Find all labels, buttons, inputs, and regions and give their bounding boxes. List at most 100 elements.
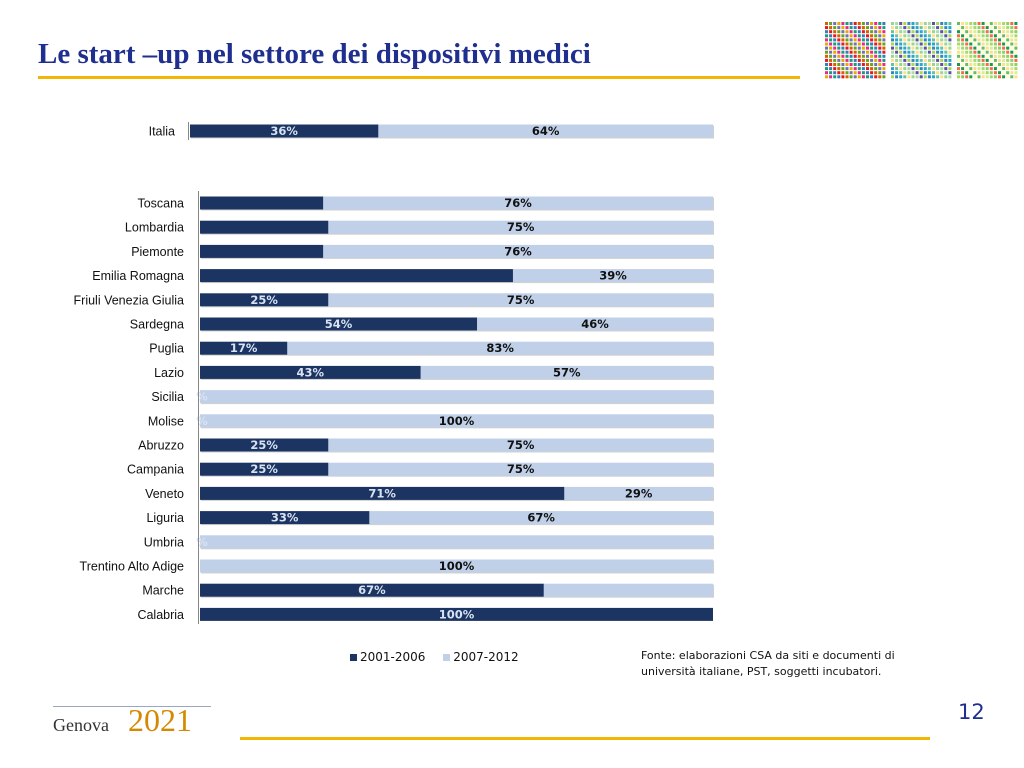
mosaic-dot <box>965 22 969 25</box>
mosaic-dot <box>981 30 985 34</box>
mosaic-dot <box>899 67 903 71</box>
mosaic-dot <box>927 30 931 34</box>
mosaic-dot <box>927 71 931 75</box>
mosaic-dot <box>874 46 878 50</box>
mosaic-dot <box>891 22 894 25</box>
mosaic-dot <box>923 58 927 62</box>
mosaic-dot <box>882 34 886 38</box>
mosaic-dot <box>927 46 931 50</box>
mosaic-dot <box>907 38 911 42</box>
mosaic-dot <box>899 30 903 34</box>
mosaic-dot <box>829 34 833 38</box>
mosaic-dot <box>882 54 886 58</box>
bar-2001-2006-puglia <box>200 341 288 355</box>
mosaic-dot <box>989 54 993 58</box>
mosaic-dot <box>915 58 919 62</box>
mosaic-dot <box>861 58 865 62</box>
mosaic-dot <box>1002 50 1006 54</box>
bar-2007-2012-toscana <box>323 196 713 210</box>
mosaic-dot <box>841 71 845 75</box>
mosaic-dot <box>849 22 853 25</box>
mosaic-dot <box>985 54 989 58</box>
mosaic-dot <box>861 67 865 71</box>
mosaic-dot <box>866 38 869 42</box>
mosaic-dot <box>866 63 869 66</box>
mosaic-dot <box>903 30 907 34</box>
mosaic-dot <box>1006 71 1010 75</box>
mosaic-dot <box>882 58 886 62</box>
mosaic-dot <box>907 75 911 79</box>
mosaic-dot <box>923 75 927 79</box>
mosaic-dot <box>899 71 903 75</box>
mosaic-dot <box>903 54 907 58</box>
value-label-2007-2012-veneto: 29% <box>625 486 653 500</box>
mosaic-dot <box>1014 75 1018 79</box>
mosaic-dot <box>948 38 952 42</box>
mosaic-dot <box>977 54 981 58</box>
bar-2001-2006-lazio <box>200 365 421 379</box>
mosaic-dot <box>1006 38 1010 42</box>
mosaic-dot <box>845 63 849 66</box>
mosaic-dot <box>878 58 882 62</box>
mosaic-dot <box>919 22 923 25</box>
mosaic-dot <box>998 38 1001 42</box>
mosaic-dot <box>870 22 874 25</box>
mosaic-dot <box>849 46 853 50</box>
bar-2001-2006-emilia-romagna <box>200 269 513 283</box>
mosaic-dot <box>989 30 993 34</box>
mosaic-dot <box>911 54 915 58</box>
mosaic-dot <box>833 46 837 50</box>
mosaic-dot <box>882 26 886 30</box>
mosaic-dot <box>911 75 915 79</box>
mosaic-dot <box>874 63 878 66</box>
mosaic-dot <box>940 30 944 34</box>
mosaic-dot <box>841 38 845 42</box>
mosaic-dot <box>923 30 927 34</box>
mosaic-dot <box>948 34 952 38</box>
category-label-marche: Marche <box>142 584 184 598</box>
mosaic-dot <box>989 67 993 71</box>
mosaic-dot <box>833 26 837 30</box>
mosaic-dot <box>944 26 948 30</box>
mosaic-dot <box>907 34 911 38</box>
mosaic-dot <box>932 75 935 79</box>
mosaic-dot <box>845 54 849 58</box>
mosaic-dot <box>891 46 894 50</box>
mosaic-dot <box>841 30 845 34</box>
legend-item-2007: 2007-2012 <box>443 650 519 664</box>
mosaic-dot <box>829 26 833 30</box>
mosaic-dot <box>903 26 907 30</box>
mosaic-dot <box>853 58 857 62</box>
mosaic-dot <box>973 71 977 75</box>
mosaic-dot <box>907 71 911 75</box>
mosaic-dot <box>989 75 993 79</box>
value-label-2001-2006-sardegna: 54% <box>325 317 353 331</box>
mosaic-dot <box>895 63 899 66</box>
mosaic-dot <box>874 38 878 42</box>
mosaic-dot <box>1014 26 1018 30</box>
mosaic-dot <box>841 22 845 25</box>
mosaic-dot <box>973 42 977 46</box>
mosaic-dot <box>891 34 894 38</box>
bar-2007-2012-lazio <box>420 365 713 379</box>
mosaic-dot <box>940 42 944 46</box>
mosaic-dot <box>936 75 940 79</box>
mosaic-dot <box>825 42 828 46</box>
mosaic-dot <box>940 22 944 25</box>
value-label-2007-2012-abruzzo: 75% <box>507 438 535 452</box>
mosaic-dot <box>940 63 944 66</box>
mosaic-dot <box>829 54 833 58</box>
mosaic-dot <box>857 67 861 71</box>
legend-label-2001: 2001-2006 <box>360 650 426 664</box>
mosaic-dot <box>849 38 853 42</box>
value-label-2007-2012-friuli-venezia-giulia: 75% <box>507 293 535 307</box>
value-label-2001-2006-friuli-venezia-giulia: 25% <box>250 293 278 307</box>
mosaic-dot <box>981 63 985 66</box>
mosaic-dot <box>874 34 878 38</box>
legend-swatch-2001 <box>350 654 357 661</box>
value-label-2007-2012-lazio: 57% <box>553 365 581 379</box>
bar-2001-2006-italia <box>190 124 379 138</box>
mosaic-dot <box>932 22 935 25</box>
mosaic-dot <box>861 38 865 42</box>
mosaic-dot <box>1002 54 1006 58</box>
